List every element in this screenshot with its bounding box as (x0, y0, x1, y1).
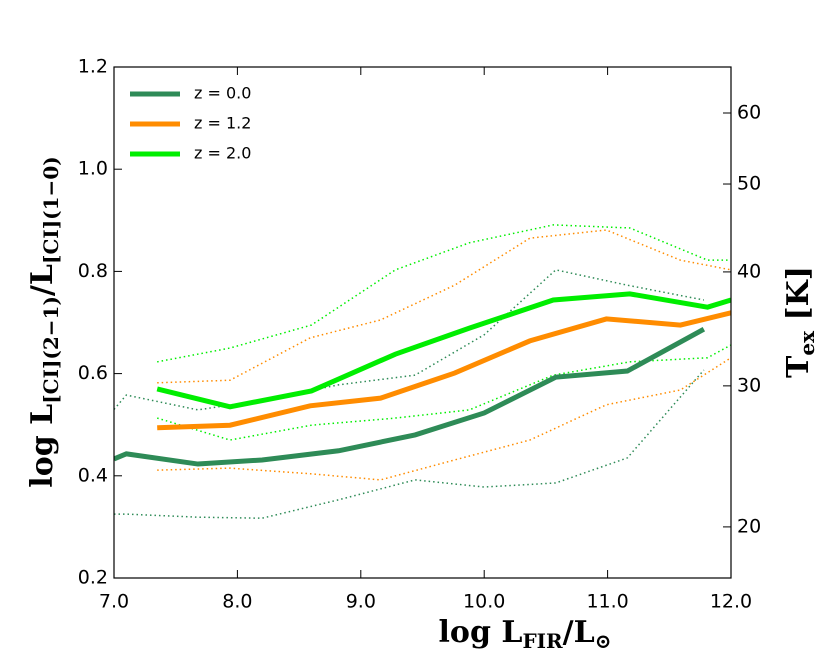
x-label-sun: ⊙ (595, 629, 612, 653)
x-axis-label: log LFIR/L⊙ (439, 615, 612, 653)
y2-label-sub: ex (795, 330, 819, 356)
y2-tick-label: 60 (737, 101, 761, 123)
series-line (157, 310, 731, 431)
y-tick-label: 1.0 (78, 158, 108, 180)
x-tick-label: 8.0 (222, 591, 252, 613)
x-tick-label: 10.0 (463, 591, 505, 613)
upper-band (114, 269, 704, 411)
legend-label: z = 1.2 (194, 114, 251, 133)
y-axis-label: log L[CI](2−1)/L[CI](1−0) (25, 156, 63, 487)
plot-area (114, 224, 731, 519)
legend-label: z = 2.0 (194, 144, 251, 163)
y-label-mid: /L (25, 264, 60, 296)
y2-axis-label: Tex [K] (781, 266, 819, 378)
x-tick-label: 7.0 (99, 591, 129, 613)
y-tick-label: 0.6 (78, 362, 108, 384)
plot-frame (113, 66, 732, 579)
y2-tick-label: 20 (737, 515, 761, 537)
series-line (156, 291, 731, 410)
y-label-sub1: [CI](2−1) (39, 296, 63, 404)
y2-tick-label: 50 (737, 173, 761, 195)
upper-band (157, 224, 731, 363)
y2-tick-label: 40 (737, 260, 761, 282)
lower-band (114, 369, 705, 519)
x-tick-label: 11.0 (586, 591, 628, 613)
y2-label-rest: [K] (781, 266, 816, 331)
y2-tick-label: 30 (737, 374, 761, 396)
x-tick-label: 9.0 (346, 591, 376, 613)
y-tick-label: 0.8 (78, 260, 108, 282)
y-label-main: log L (25, 404, 60, 488)
legend-label: z = 0.0 (194, 84, 251, 103)
series-line (114, 326, 706, 467)
y-tick-label: 1.2 (78, 56, 108, 78)
x-tick-label: 12.0 (710, 591, 752, 613)
lower-band (156, 344, 731, 441)
x-label-main: log L (439, 615, 523, 650)
x-label-sub: FIR (522, 629, 563, 653)
upper-band (157, 229, 731, 384)
y-label-sub2: [CI](1−0) (39, 156, 63, 264)
y2-label-main: T (781, 355, 816, 378)
lower-band (157, 357, 731, 481)
y-tick-label: 0.4 (78, 464, 108, 486)
y-tick-label: 0.2 (78, 567, 108, 589)
x-label-rest: /L (563, 615, 595, 650)
